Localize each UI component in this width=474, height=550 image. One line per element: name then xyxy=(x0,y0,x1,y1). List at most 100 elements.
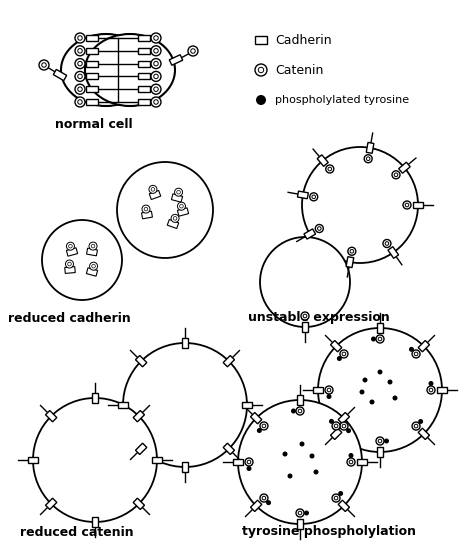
Polygon shape xyxy=(138,86,150,92)
Circle shape xyxy=(154,36,158,40)
Polygon shape xyxy=(233,459,243,465)
Circle shape xyxy=(151,72,161,81)
Circle shape xyxy=(370,399,374,404)
Circle shape xyxy=(340,350,348,358)
Circle shape xyxy=(177,202,185,210)
Circle shape xyxy=(260,494,268,502)
Circle shape xyxy=(392,395,398,400)
Polygon shape xyxy=(317,155,328,166)
Polygon shape xyxy=(92,393,98,403)
Circle shape xyxy=(409,347,414,352)
Circle shape xyxy=(260,237,350,327)
Circle shape xyxy=(78,62,82,66)
Circle shape xyxy=(327,388,331,392)
Circle shape xyxy=(75,59,85,69)
Circle shape xyxy=(377,370,383,375)
Circle shape xyxy=(364,155,372,163)
Circle shape xyxy=(427,386,435,394)
Circle shape xyxy=(174,188,182,196)
Polygon shape xyxy=(152,457,162,463)
Polygon shape xyxy=(133,410,145,422)
Polygon shape xyxy=(86,60,98,67)
Circle shape xyxy=(384,438,389,443)
Polygon shape xyxy=(138,48,150,54)
Circle shape xyxy=(91,244,95,248)
Circle shape xyxy=(342,352,346,356)
Polygon shape xyxy=(177,208,189,216)
Polygon shape xyxy=(250,412,262,424)
Polygon shape xyxy=(223,355,235,367)
Circle shape xyxy=(327,394,331,399)
Circle shape xyxy=(151,188,155,191)
Polygon shape xyxy=(136,355,147,367)
Circle shape xyxy=(262,424,266,428)
Circle shape xyxy=(180,205,183,208)
Circle shape xyxy=(151,33,161,43)
Polygon shape xyxy=(302,322,308,332)
Circle shape xyxy=(388,379,392,384)
Circle shape xyxy=(414,352,418,356)
Circle shape xyxy=(75,72,85,81)
Circle shape xyxy=(340,422,348,430)
Polygon shape xyxy=(149,190,161,200)
Circle shape xyxy=(310,193,318,201)
Circle shape xyxy=(154,100,158,104)
Polygon shape xyxy=(65,267,75,273)
Circle shape xyxy=(247,460,251,464)
Circle shape xyxy=(332,494,340,502)
Polygon shape xyxy=(304,229,316,239)
Circle shape xyxy=(414,424,418,428)
Circle shape xyxy=(90,262,98,270)
Polygon shape xyxy=(330,428,342,439)
Circle shape xyxy=(89,242,97,250)
Circle shape xyxy=(318,328,442,452)
Polygon shape xyxy=(250,500,262,512)
Circle shape xyxy=(334,424,338,428)
Circle shape xyxy=(366,157,370,161)
Circle shape xyxy=(75,84,85,94)
Circle shape xyxy=(75,33,85,43)
Circle shape xyxy=(154,87,158,91)
Circle shape xyxy=(334,496,338,500)
Ellipse shape xyxy=(85,34,175,106)
Circle shape xyxy=(256,95,266,105)
Circle shape xyxy=(246,466,252,471)
Circle shape xyxy=(302,147,418,263)
Circle shape xyxy=(151,59,161,69)
Circle shape xyxy=(78,74,82,79)
Polygon shape xyxy=(388,247,399,258)
Polygon shape xyxy=(377,323,383,333)
Circle shape xyxy=(329,419,334,424)
Circle shape xyxy=(310,454,315,459)
Circle shape xyxy=(288,474,292,478)
Circle shape xyxy=(298,409,302,413)
Polygon shape xyxy=(297,519,303,529)
Polygon shape xyxy=(399,162,410,173)
Circle shape xyxy=(149,185,157,194)
Circle shape xyxy=(392,171,400,179)
Circle shape xyxy=(123,343,247,467)
Circle shape xyxy=(266,500,271,505)
Circle shape xyxy=(405,203,409,207)
Polygon shape xyxy=(28,457,38,463)
Circle shape xyxy=(75,46,85,56)
Circle shape xyxy=(188,46,198,56)
Circle shape xyxy=(257,428,262,433)
Circle shape xyxy=(303,314,307,318)
Circle shape xyxy=(342,424,346,428)
Circle shape xyxy=(191,49,195,53)
Circle shape xyxy=(300,442,304,447)
Polygon shape xyxy=(169,55,182,65)
Polygon shape xyxy=(413,202,423,208)
Polygon shape xyxy=(338,412,349,424)
Circle shape xyxy=(363,377,367,382)
Circle shape xyxy=(142,205,150,213)
Text: reduced cadherin: reduced cadherin xyxy=(8,311,131,324)
Text: Catenin: Catenin xyxy=(275,63,323,76)
Circle shape xyxy=(304,510,309,515)
Circle shape xyxy=(350,250,354,253)
Polygon shape xyxy=(357,459,367,465)
Circle shape xyxy=(177,190,180,194)
Circle shape xyxy=(385,241,389,245)
Polygon shape xyxy=(66,248,78,256)
